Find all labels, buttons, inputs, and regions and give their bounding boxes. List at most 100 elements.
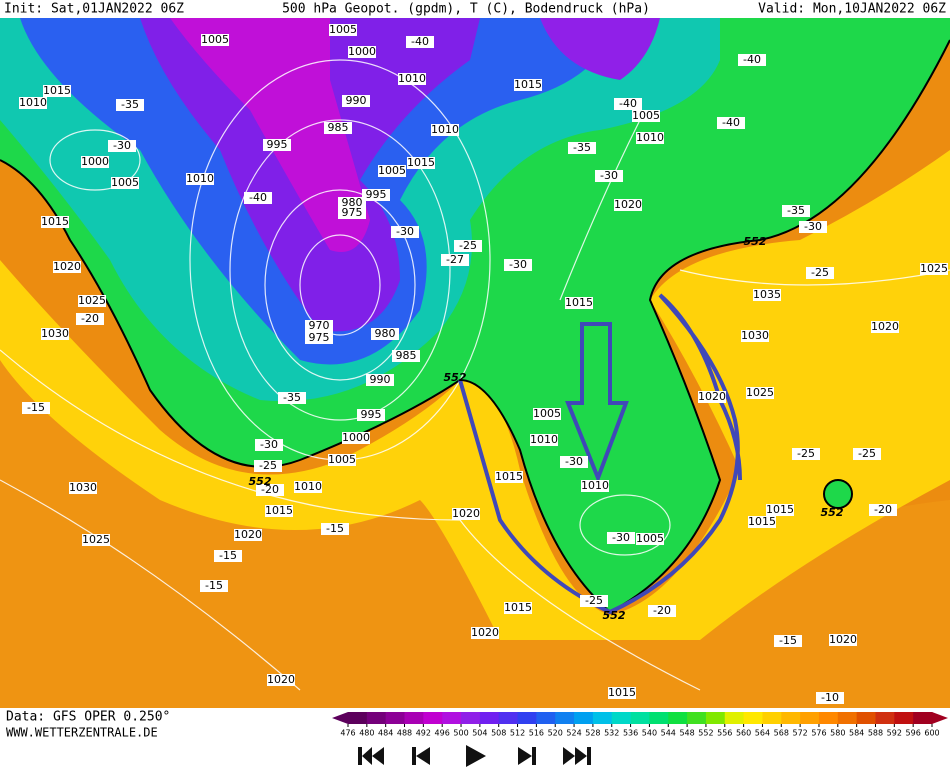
annotation-arrow bbox=[565, 322, 629, 484]
next-button[interactable] bbox=[512, 744, 540, 768]
map-label: 1015 bbox=[565, 296, 593, 309]
map-label: 1030 bbox=[41, 327, 69, 340]
label-box bbox=[514, 79, 542, 91]
colorbar-label: 560 bbox=[736, 729, 751, 738]
last-button[interactable] bbox=[560, 744, 592, 768]
init-time: Init: Sat,01JAN2022 06Z bbox=[4, 2, 184, 17]
isobar bbox=[264, 189, 416, 381]
label-box bbox=[431, 124, 459, 136]
label-box bbox=[357, 409, 385, 421]
label-box bbox=[186, 173, 214, 185]
map-label: 985 bbox=[396, 349, 417, 362]
map-label: 1010 bbox=[294, 480, 322, 493]
map-label: 1020 bbox=[471, 626, 499, 639]
colorbar-label: 484 bbox=[378, 729, 393, 738]
play-button[interactable] bbox=[460, 744, 488, 768]
map-label: 975 bbox=[342, 206, 363, 219]
label-box bbox=[581, 480, 609, 492]
label-box bbox=[81, 156, 109, 168]
map-label: 1030 bbox=[741, 329, 769, 342]
label-box bbox=[338, 207, 366, 219]
color-swatch bbox=[800, 712, 820, 724]
map-label: -25 bbox=[585, 594, 603, 607]
map-label: 1025 bbox=[920, 262, 948, 275]
map-label: 1015 bbox=[748, 515, 776, 528]
label-box bbox=[201, 34, 229, 46]
label-box bbox=[565, 297, 593, 309]
color-swatch bbox=[743, 712, 763, 724]
label-box bbox=[111, 177, 139, 189]
label-box bbox=[200, 580, 228, 592]
map-label: 1005 bbox=[329, 23, 357, 36]
map-label: 1035 bbox=[753, 288, 781, 301]
color-swatch bbox=[498, 712, 519, 724]
color-swatch bbox=[592, 712, 613, 724]
label-box bbox=[267, 674, 295, 686]
map-label: 1020 bbox=[452, 507, 480, 520]
colorbar-label: 600 bbox=[924, 729, 939, 738]
map-label: -35 bbox=[283, 391, 301, 404]
color-swatch bbox=[781, 712, 801, 724]
label-box bbox=[568, 142, 596, 154]
map-label: 1020 bbox=[829, 633, 857, 646]
color-swatch bbox=[913, 712, 933, 724]
label-box bbox=[608, 687, 636, 699]
label-box bbox=[746, 387, 774, 399]
map-label: 1015 bbox=[495, 470, 523, 483]
previous-button[interactable] bbox=[406, 744, 434, 768]
map-label: 975 bbox=[309, 331, 330, 344]
label-box bbox=[632, 110, 660, 122]
label-box bbox=[398, 73, 426, 85]
label-box bbox=[636, 132, 664, 144]
map-label: 1005 bbox=[378, 164, 406, 177]
map-title: 500 hPa Geopot. (gpdm), T (C), Bodendruc… bbox=[282, 2, 650, 17]
map-label: -35 bbox=[121, 98, 139, 111]
data-source: Data: GFS OPER 0.250° bbox=[6, 710, 170, 725]
label-box bbox=[41, 216, 69, 228]
map-label: 1005 bbox=[533, 407, 561, 420]
contour-label: 552 bbox=[821, 506, 844, 519]
color-swatch bbox=[423, 712, 443, 724]
map-label: 1020 bbox=[614, 198, 642, 211]
label-box bbox=[406, 36, 434, 48]
color-swatch bbox=[517, 712, 537, 724]
color-swatch bbox=[687, 712, 707, 724]
label-box bbox=[392, 350, 420, 362]
isobar bbox=[679, 269, 950, 286]
map-label: -30 bbox=[113, 139, 131, 152]
colorbar-label: 592 bbox=[887, 729, 902, 738]
label-box bbox=[806, 267, 834, 279]
map-label: -35 bbox=[573, 141, 591, 154]
label-box bbox=[19, 97, 47, 109]
colorbar-label: 588 bbox=[868, 729, 883, 738]
map-label: 1015 bbox=[265, 504, 293, 517]
label-box bbox=[766, 504, 794, 516]
color-swatch bbox=[630, 712, 650, 724]
first-button[interactable] bbox=[356, 744, 386, 768]
label-box bbox=[69, 482, 97, 494]
label-box bbox=[362, 189, 390, 201]
colorbar-label: 584 bbox=[849, 729, 864, 738]
map-label: -20 bbox=[81, 312, 99, 325]
colorbar-label: 520 bbox=[548, 729, 563, 738]
site-url: WWW.WETTERZENTRALE.DE bbox=[6, 726, 158, 740]
colorbar-label: 476 bbox=[340, 729, 355, 738]
color-swatch bbox=[724, 712, 745, 724]
map-label: 1015 bbox=[504, 601, 532, 614]
label-box bbox=[263, 139, 291, 151]
map-label: 1015 bbox=[43, 84, 71, 97]
isobar bbox=[579, 494, 671, 556]
colorbar-label: 488 bbox=[397, 729, 412, 738]
map-label: 995 bbox=[267, 138, 288, 151]
color-swatch bbox=[649, 712, 669, 724]
label-box bbox=[636, 533, 664, 545]
label-box bbox=[614, 98, 642, 110]
colorbar-label: 492 bbox=[416, 729, 431, 738]
map-label: -15 bbox=[219, 549, 237, 562]
map-label: -30 bbox=[600, 169, 618, 182]
color-swatch bbox=[404, 712, 424, 724]
map-label: -27 bbox=[446, 253, 464, 266]
color-swatch bbox=[818, 712, 839, 724]
